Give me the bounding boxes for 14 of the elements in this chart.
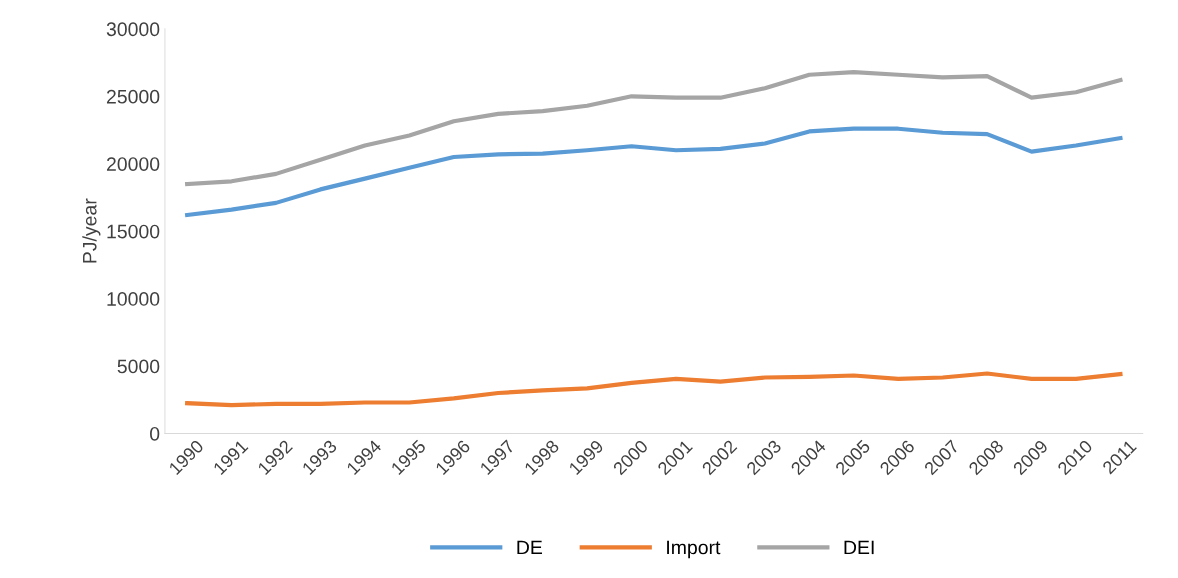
y-tick-label: 10000 — [107, 292, 160, 306]
legend-label: Import — [667, 540, 721, 559]
legend-label: DE — [517, 540, 543, 555]
line-series — [185, 371, 1123, 408]
y-tick-label: 0 — [150, 426, 160, 441]
y-tick-label: 30000 — [106, 22, 160, 37]
y-tick-label: 5000 — [117, 359, 160, 374]
y-axis-title: PJ/year — [82, 198, 101, 263]
line-series — [185, 126, 1123, 218]
y-tick-label: 15000 — [107, 224, 160, 239]
line-series — [185, 69, 1123, 187]
y-tick-label: 25000 — [106, 89, 160, 104]
y-tick-label: 20000 — [106, 157, 160, 171]
legend-label: DEI — [844, 540, 874, 555]
